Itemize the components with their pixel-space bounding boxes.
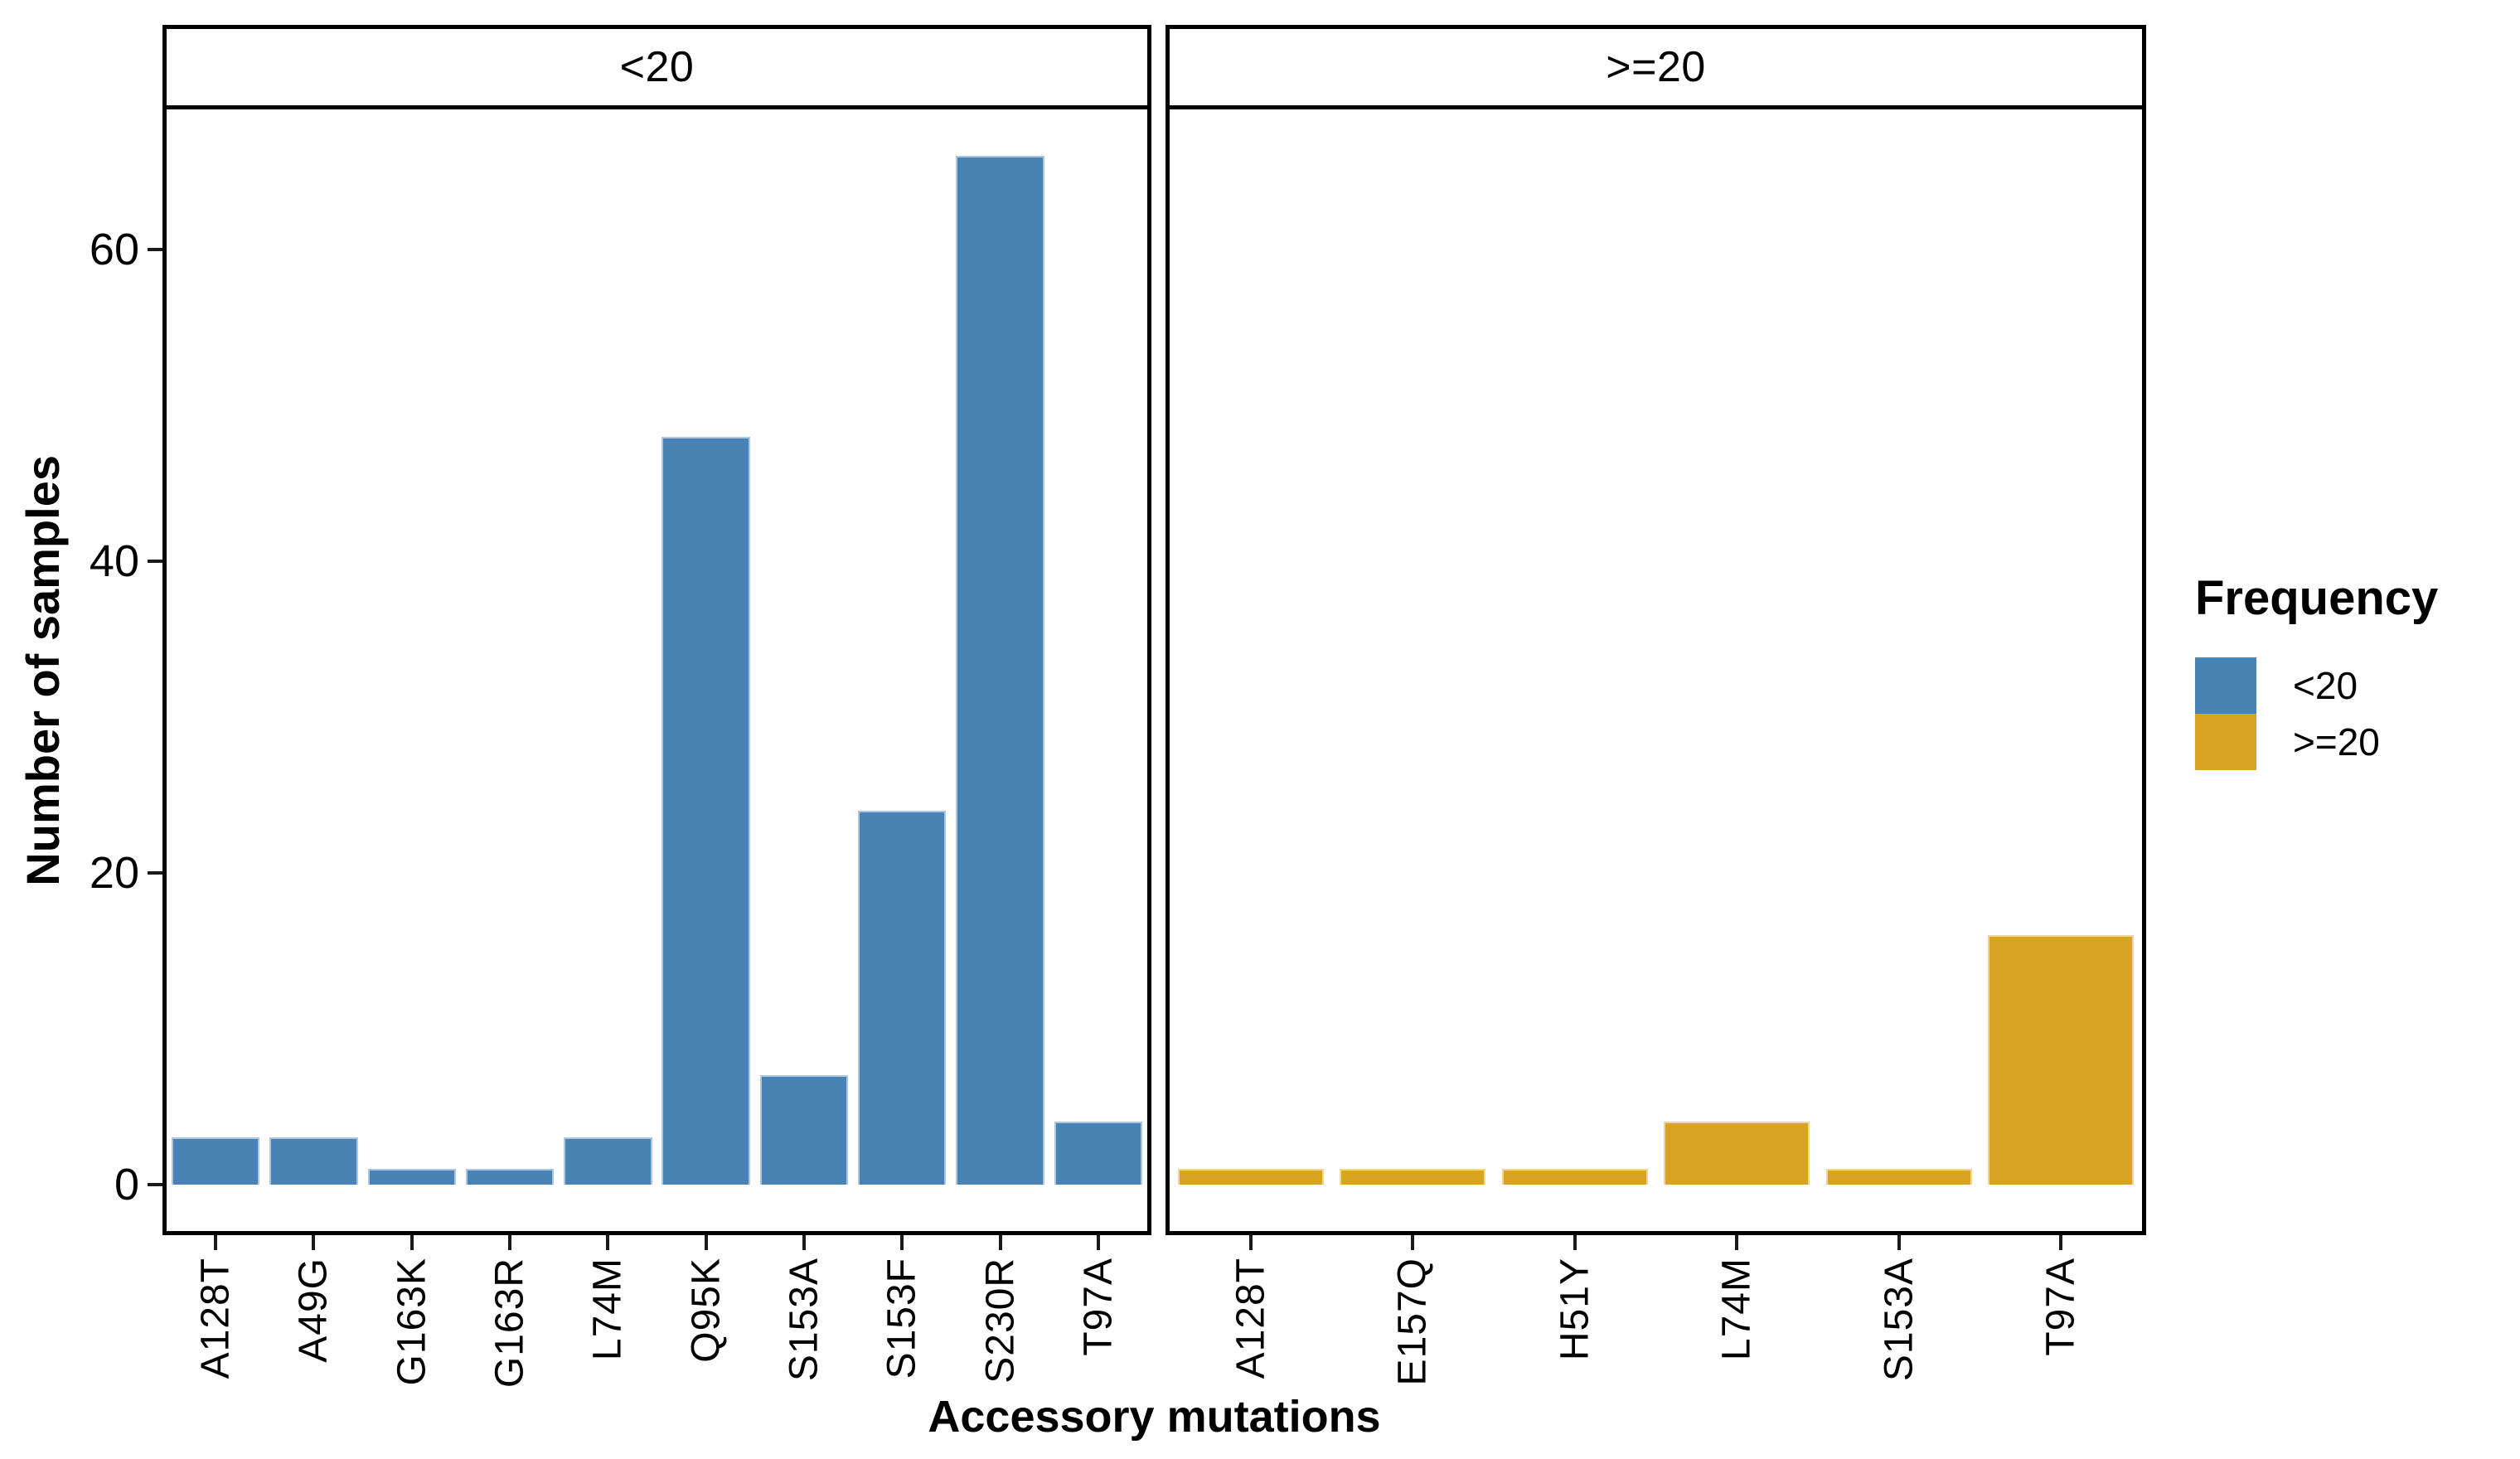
x-tick-label-A128T: A128T (193, 1258, 238, 1379)
bar-A49G (269, 1137, 358, 1185)
x-tick-label-A49G: A49G (291, 1258, 336, 1363)
legend-swatch-gte20 (2195, 714, 2256, 770)
legend-key-lt20: <20 (2195, 657, 2380, 714)
legend-swatch-lt20 (2195, 657, 2256, 714)
x-tick-T97A (1096, 1235, 1100, 1250)
bar-S153F (858, 810, 947, 1185)
x-tick-G163R (508, 1235, 512, 1250)
x-tick-label-H51Y: H51Y (1553, 1258, 1597, 1361)
legend-keys: <20 >=20 (2195, 657, 2380, 770)
facet-strip-gte20: >=20 (1166, 25, 2146, 109)
bar-T97A (1988, 934, 2135, 1185)
y-tick-0 (148, 1182, 162, 1186)
bar-H51Y (1501, 1168, 1648, 1185)
x-tick-label-L74M: L74M (585, 1258, 630, 1361)
x-tick-label-G163R: G163R (487, 1258, 532, 1389)
bar-Q95K (662, 436, 750, 1185)
x-tick-label-S153A: S153A (782, 1258, 826, 1382)
y-tick-60 (148, 248, 162, 252)
legend-label-gte20: >=20 (2293, 720, 2380, 763)
x-tick-A128T (1248, 1235, 1253, 1250)
x-tick-G163K (410, 1235, 414, 1250)
legend-key-gte20: >=20 (2195, 714, 2380, 770)
bar-G163K (367, 1168, 456, 1185)
x-tick-S153A (802, 1235, 806, 1250)
bar-S230R (956, 156, 1044, 1185)
y-tick-label-20: 20 (89, 847, 139, 898)
x-tick-S153F (900, 1235, 904, 1250)
x-tick-label-Q95K: Q95K (684, 1258, 729, 1363)
x-tick-S153A (1897, 1235, 1901, 1250)
y-tick-label-0: 0 (114, 1159, 139, 1209)
bar-L74M (564, 1137, 652, 1185)
panel-gte20: A128T E157Q H51Y L74M S153A T97A (1166, 105, 2146, 1385)
y-tick-label-60: 60 (89, 225, 139, 275)
x-tick-H51Y (1573, 1235, 1577, 1250)
x-tick-label-S153A: S153A (1877, 1258, 1922, 1382)
panel-lt20: A128T A49G G163K G163R L74M Q95K S153A S153F S23… (162, 105, 1151, 1388)
facet-strip-label: >=20 (1606, 43, 1706, 91)
panel-lt20-plot-area: A128T A49G G163K G163R L74M Q95K S153A S153F S23… (167, 109, 1147, 1388)
x-tick-L74M (1735, 1235, 1739, 1250)
x-tick-A128T (214, 1235, 218, 1250)
x-tick-label-T97A: T97A (2038, 1258, 2083, 1356)
x-tick-A49G (312, 1235, 316, 1250)
y-tick-20 (148, 870, 162, 875)
x-tick-Q95K (704, 1235, 708, 1250)
y-tick-40 (148, 559, 162, 563)
bar-T97A (1054, 1122, 1143, 1185)
bar-A128T (171, 1137, 260, 1185)
x-tick-label-S153F: S153F (880, 1258, 924, 1379)
bar-E157Q (1340, 1168, 1486, 1185)
facet-strip-lt20: <20 (162, 25, 1151, 109)
legend-label-lt20: <20 (2293, 664, 2358, 707)
bar-L74M (1664, 1122, 1810, 1185)
x-tick-label-S230R: S230R (978, 1258, 1023, 1384)
y-axis-title-box: Number of samples (13, 109, 71, 1231)
bar-A128T (1177, 1168, 1324, 1185)
legend-title: Frequency (2195, 571, 2439, 625)
x-tick-label-E157Q: E157Q (1390, 1258, 1435, 1386)
x-axis-title: Accessory mutations (928, 1392, 1381, 1442)
x-tick-L74M (606, 1235, 610, 1250)
panel-gte20-plot-area: A128T E157Q H51Y L74M S153A T97A (1170, 109, 2142, 1385)
x-tick-E157Q (1411, 1235, 1415, 1250)
x-tick-T97A (2059, 1235, 2063, 1250)
y-tick-label-40: 40 (89, 536, 139, 586)
y-axis-title: Number of samples (16, 454, 69, 886)
x-tick-label-A128T: A128T (1228, 1258, 1273, 1379)
legend: Frequency <20 >=20 (2195, 109, 2520, 1231)
x-tick-S230R (998, 1235, 1002, 1250)
x-tick-label-G163K: G163K (390, 1258, 434, 1386)
bar-S153A (1825, 1168, 1972, 1185)
bar-S153A (759, 1075, 849, 1185)
x-tick-label-T97A: T97A (1076, 1258, 1121, 1356)
x-tick-label-L74M: L74M (1714, 1258, 1759, 1361)
bar-G163R (465, 1168, 555, 1185)
y-axis: 0 20 40 60 (0, 109, 162, 1231)
facet-strip-label: <20 (619, 43, 695, 91)
